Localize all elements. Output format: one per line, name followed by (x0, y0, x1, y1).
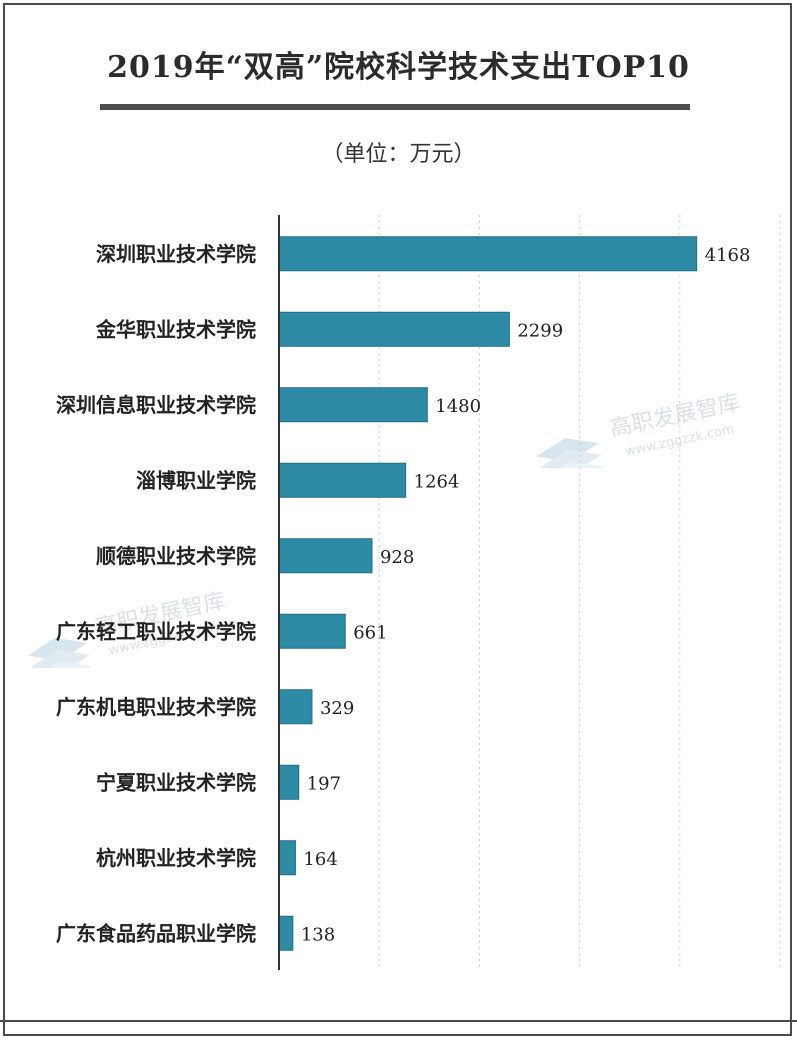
category-label: 深圳信息职业技术学院 (56, 393, 256, 417)
bar (278, 689, 313, 725)
data-label: 4168 (705, 245, 751, 266)
data-label: 928 (380, 547, 414, 568)
bar (278, 613, 346, 649)
chart-title: 2019年“双高”院校科学技术支出TOP10 (107, 50, 690, 85)
bar (278, 462, 407, 498)
title-underline (100, 104, 690, 110)
data-label: 1480 (435, 396, 481, 417)
unit-label: （单位：万元） (321, 142, 476, 167)
data-label: 329 (320, 698, 354, 719)
bar (278, 840, 296, 876)
data-label: 164 (303, 849, 337, 870)
category-label: 顺德职业技术学院 (96, 544, 256, 568)
chart-frame (3, 3, 792, 1036)
category-label: 淄博职业学院 (136, 468, 256, 492)
bar (278, 538, 373, 574)
category-label: 广东机电职业技术学院 (56, 695, 256, 719)
data-label: 661 (353, 622, 387, 643)
bar (278, 311, 510, 347)
data-label: 197 (307, 773, 341, 794)
category-label: 宁夏职业技术学院 (96, 770, 256, 794)
category-label: 杭州职业技术学院 (96, 846, 256, 870)
data-label: 1264 (414, 471, 460, 492)
category-label: 深圳职业技术学院 (96, 242, 256, 266)
bar (278, 915, 294, 951)
category-label: 广东食品药品职业学院 (56, 921, 256, 945)
bottom-divider (0, 1020, 797, 1022)
category-label: 金华职业技术学院 (95, 317, 256, 341)
bar (278, 764, 300, 800)
bar (278, 387, 428, 423)
category-label: 广东轻工职业技术学院 (56, 619, 256, 643)
bar (278, 236, 698, 272)
data-label: 2299 (517, 320, 563, 341)
data-label: 138 (301, 924, 335, 945)
